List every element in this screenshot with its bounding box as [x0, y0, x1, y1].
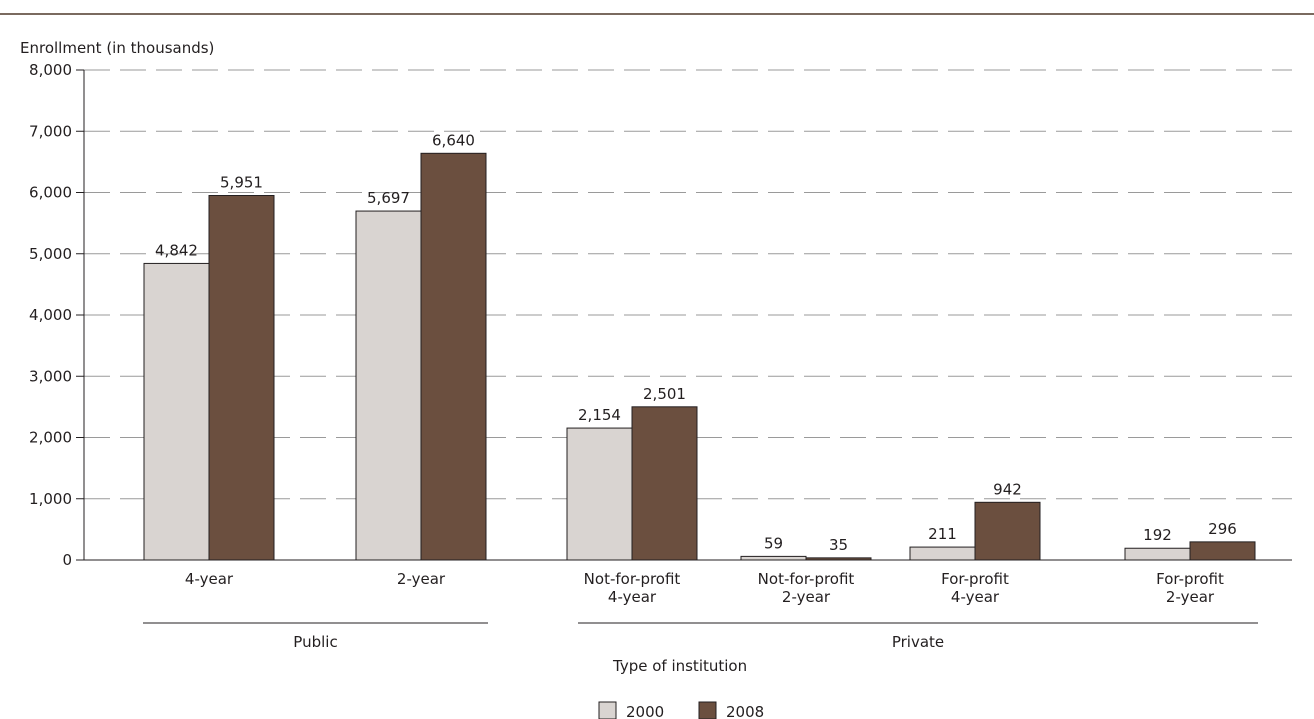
category-label: 4-year: [608, 588, 657, 606]
legend-swatch-2000: [598, 701, 617, 719]
bar-2000-3: [740, 555, 807, 561]
category-label: 2-year: [397, 570, 446, 588]
bar-2008-2: [631, 406, 698, 561]
category-label: Not-for-profit: [758, 570, 855, 588]
gridlines: [84, 69, 1292, 561]
y-tick-label: 0: [62, 551, 72, 569]
y-tick-label: 4,000: [29, 306, 72, 324]
data-label-2000-0: 4,842: [155, 241, 198, 259]
group-labels: Public Private: [143, 622, 1258, 651]
y-tick-label: 1,000: [29, 490, 72, 508]
category-label: 4-year: [185, 570, 234, 588]
data-label-2000-2: 2,154: [578, 406, 621, 424]
data-label-2008-4: 942: [993, 480, 1022, 498]
data-labels: 4,842 5,951 5,697 6,640 2,154 2,501 59 35 211 942…: [155, 131, 1237, 554]
y-tick-label: 7,000: [29, 122, 72, 140]
data-label-2000-1: 5,697: [367, 189, 410, 207]
bar-2008-3: [805, 557, 872, 561]
bar-2008-5: [1189, 541, 1256, 561]
legend-swatch-2008: [698, 701, 717, 719]
category-labels: 4-year 2-year Not-for-profit4-yearNot-for-…: [185, 570, 1224, 606]
y-tick-label: 8,000: [29, 61, 72, 79]
group-label-private: Private: [892, 633, 944, 651]
y-axis-label: Enrollment (in thousands): [20, 39, 214, 57]
data-label-2008-3: 35: [829, 536, 848, 554]
bar-2000-5: [1124, 547, 1191, 561]
bar-2000-1: [355, 210, 422, 561]
category-label: Not-for-profit: [584, 570, 681, 588]
data-label-2008-5: 296: [1208, 520, 1237, 538]
category-label: 2-year: [1166, 588, 1215, 606]
data-label-2000-3: 59: [764, 534, 783, 552]
bars: [143, 152, 1256, 561]
legend-label-2000: 2000: [626, 703, 664, 719]
y-tick-label: 6,000: [29, 184, 72, 202]
y-tick-label: 5,000: [29, 245, 72, 263]
data-label-2008-2: 2,501: [643, 385, 686, 403]
bar-2008-4: [974, 501, 1041, 561]
data-label-2008-0: 5,951: [220, 174, 263, 192]
bar-2000-2: [566, 427, 633, 561]
category-label: For-profit: [941, 570, 1009, 588]
data-label-2008-1: 6,640: [432, 131, 475, 149]
data-label-2000-4: 211: [928, 525, 957, 543]
bar-2008-1: [420, 152, 487, 561]
category-label: 2-year: [782, 588, 831, 606]
group-label-public: Public: [293, 633, 337, 651]
bar-2000-4: [909, 546, 976, 561]
bar-2000-0: [143, 262, 210, 561]
legend-label-2008: 2008: [726, 703, 764, 719]
y-tick-label: 2,000: [29, 429, 72, 447]
x-axis-label: Type of institution: [612, 657, 747, 675]
y-axis-ticks: 0 1,000 2,000 3,000 4,000 5,000 6,000 7,000 8,00…: [29, 61, 84, 569]
category-label: For-profit: [1156, 570, 1224, 588]
bar-2008-0: [208, 195, 275, 561]
y-tick-label: 3,000: [29, 367, 72, 385]
category-label: 4-year: [951, 588, 1000, 606]
data-label-2000-5: 192: [1143, 526, 1172, 544]
legend: 2000 2008: [598, 701, 764, 719]
